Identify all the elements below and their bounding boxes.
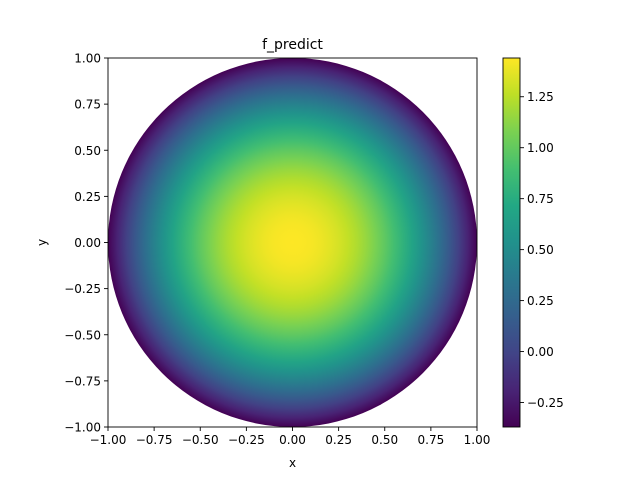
colorbar-tick-label: 0.00	[527, 345, 554, 359]
y-tick-label: −0.25	[64, 282, 101, 296]
x-tick-label: −0.25	[228, 433, 265, 447]
x-tick-label: −0.50	[182, 433, 219, 447]
x-tick-label: 0.50	[371, 433, 398, 447]
y-tick-label: −0.75	[64, 374, 101, 388]
colorbar-tick-label: 0.75	[527, 192, 554, 206]
x-tick-label: 0.25	[325, 433, 352, 447]
colorbar-ticks: 1.25 1.00 0.75 0.50 0.25 0.00 −0.25	[520, 90, 564, 410]
colorbar-fill	[503, 58, 520, 427]
y-tick-label: 0.75	[74, 98, 101, 112]
colorbar-tick-label: 0.25	[527, 294, 554, 308]
x-axis-ticks: −1.00 −0.75 −0.50 −0.25 0.00 0.25 0.50 0.75 1.00	[90, 427, 491, 447]
colorbar-tick-label: 0.50	[527, 243, 554, 257]
y-tick-label: 0.00	[74, 236, 101, 250]
colorbar-tick-label: 1.00	[527, 141, 554, 155]
plot-area	[107, 57, 478, 428]
y-tick-label: 0.25	[74, 190, 101, 204]
colorbar-tick-label: 1.25	[527, 90, 554, 104]
x-tick-label: 1.00	[464, 433, 491, 447]
y-tick-label: −1.00	[64, 421, 101, 435]
x-tick-label: −1.00	[90, 433, 127, 447]
colorbar: 1.25 1.00 0.75 0.50 0.25 0.00 −0.25	[502, 57, 564, 428]
colorbar-frame	[502, 57, 521, 428]
y-tick-label: −0.50	[64, 328, 101, 342]
y-axis-ticks: 1.00 0.75 0.50 0.25 0.00 −0.25 −0.50 −0.75 −1.00	[64, 52, 108, 435]
x-tick-label: −0.75	[136, 433, 173, 447]
y-tick-label: 0.50	[74, 144, 101, 158]
y-tick-label: 1.00	[74, 52, 101, 66]
x-axis-label: x	[289, 456, 296, 470]
heatmap-disk	[108, 58, 477, 427]
x-tick-label: 0.00	[279, 433, 306, 447]
colorbar-tick-label: −0.25	[527, 396, 564, 410]
x-tick-label: 0.75	[418, 433, 445, 447]
y-axis-label: y	[35, 239, 49, 246]
chart-title: f_predict	[262, 37, 323, 53]
